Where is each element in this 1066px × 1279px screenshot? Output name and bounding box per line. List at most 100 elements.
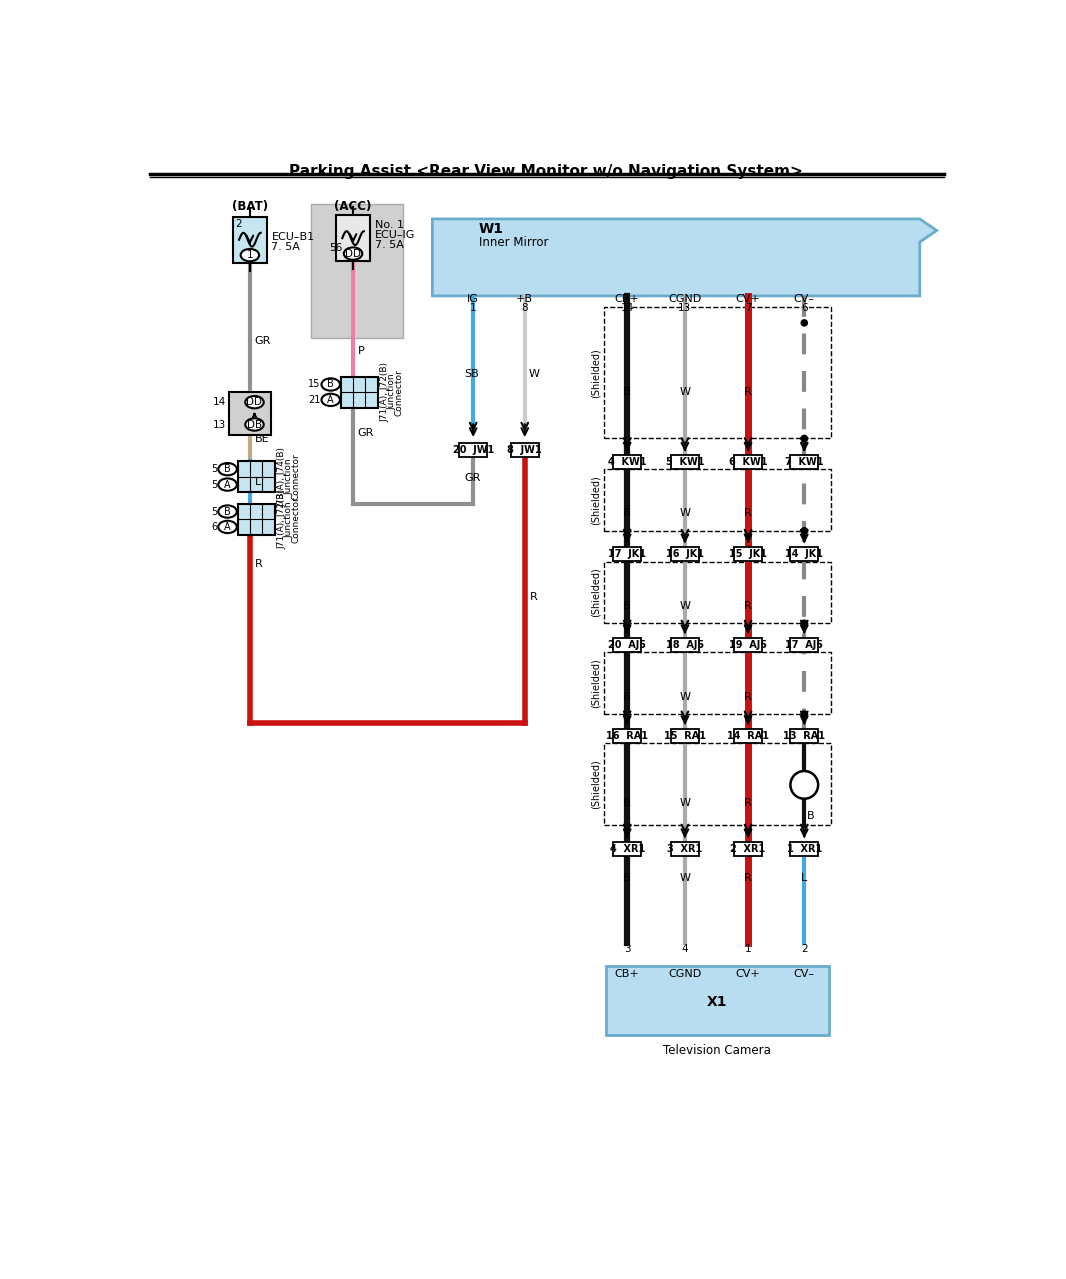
Text: 14  RA1: 14 RA1: [727, 730, 769, 741]
Bar: [672, 842, 699, 856]
Text: W: W: [679, 601, 691, 611]
Bar: [790, 455, 818, 469]
Bar: [790, 729, 818, 743]
Bar: [238, 504, 275, 535]
Text: B: B: [624, 798, 631, 808]
Text: 2  XR1: 2 XR1: [730, 844, 765, 854]
Text: Television Camera: Television Camera: [663, 1045, 771, 1058]
Text: 3: 3: [624, 944, 630, 954]
Text: BE: BE: [255, 435, 269, 444]
Text: Connector: Connector: [291, 496, 301, 542]
Text: 56: 56: [329, 243, 342, 253]
Text: (Shielded): (Shielded): [591, 568, 600, 618]
Text: 4  KW1: 4 KW1: [608, 458, 646, 467]
Text: J71(A), J72(B): J71(A), J72(B): [381, 362, 390, 422]
Text: (Shielded): (Shielded): [591, 348, 600, 398]
Circle shape: [802, 320, 807, 326]
Text: L: L: [802, 874, 807, 883]
Text: W1: W1: [479, 221, 503, 235]
Text: CGND: CGND: [668, 294, 701, 303]
Text: Inner Mirror: Inner Mirror: [479, 235, 548, 249]
Text: IG: IG: [467, 294, 479, 303]
Text: (BAT): (BAT): [231, 200, 268, 212]
Text: W: W: [679, 874, 691, 883]
Text: 5  KW1: 5 KW1: [665, 458, 705, 467]
Ellipse shape: [344, 247, 362, 260]
Ellipse shape: [219, 505, 237, 518]
Text: 19  AJ5: 19 AJ5: [729, 640, 768, 650]
Text: R: R: [744, 692, 752, 702]
Text: 17  AJ5: 17 AJ5: [786, 640, 823, 650]
Text: R: R: [530, 592, 537, 602]
Bar: [734, 455, 762, 469]
Text: A: A: [224, 480, 231, 490]
Text: B: B: [807, 811, 815, 821]
Text: CV–: CV–: [794, 294, 814, 303]
Text: 16  RA1: 16 RA1: [607, 730, 648, 741]
Bar: [229, 393, 271, 435]
Text: (Shielded): (Shielded): [591, 475, 600, 524]
Text: CGND: CGND: [668, 968, 701, 978]
Polygon shape: [433, 219, 937, 295]
Bar: [604, 561, 831, 623]
Bar: [613, 455, 641, 469]
Text: CB+: CB+: [615, 294, 640, 303]
Bar: [336, 215, 370, 261]
Bar: [672, 455, 699, 469]
Bar: [613, 638, 641, 652]
Text: Connector: Connector: [394, 368, 404, 416]
Text: 2: 2: [236, 220, 242, 229]
Bar: [613, 842, 641, 856]
Text: SB: SB: [464, 368, 479, 379]
Bar: [604, 652, 831, 714]
Text: 20  JW1: 20 JW1: [453, 445, 494, 455]
Bar: [238, 462, 275, 492]
Ellipse shape: [219, 463, 237, 476]
Text: 13: 13: [678, 303, 692, 313]
Text: GR: GR: [255, 336, 271, 347]
Bar: [605, 966, 829, 1035]
Bar: [734, 729, 762, 743]
Text: A: A: [224, 522, 231, 532]
Text: W: W: [679, 388, 691, 398]
Text: Junction: Junction: [285, 501, 293, 537]
Bar: [613, 547, 641, 560]
Text: 5: 5: [211, 464, 217, 475]
Text: B: B: [624, 601, 631, 611]
Text: No. 1: No. 1: [374, 220, 404, 230]
Text: (ACC): (ACC): [335, 200, 372, 212]
Text: 15  RA1: 15 RA1: [664, 730, 706, 741]
Text: 14  JK1: 14 JK1: [786, 549, 823, 559]
Text: GR: GR: [358, 428, 374, 439]
Text: W: W: [679, 798, 691, 808]
Text: 8  JW1: 8 JW1: [507, 445, 543, 455]
Text: 3  XR1: 3 XR1: [667, 844, 702, 854]
Text: ECU–IG: ECU–IG: [374, 230, 415, 240]
Text: (Shielded): (Shielded): [591, 758, 600, 808]
Circle shape: [802, 528, 807, 533]
Ellipse shape: [219, 521, 237, 533]
Text: L: L: [255, 477, 261, 486]
Text: CV+: CV+: [736, 968, 760, 978]
Text: ECU–B1: ECU–B1: [272, 231, 314, 242]
Text: 16  JK1: 16 JK1: [666, 549, 704, 559]
Bar: [790, 842, 818, 856]
Text: W: W: [679, 692, 691, 702]
Ellipse shape: [322, 394, 340, 405]
Text: +B: +B: [516, 294, 533, 303]
Text: 7  KW1: 7 KW1: [785, 458, 824, 467]
Text: Junction: Junction: [285, 459, 293, 495]
Text: Parking Assist <Rear View Monitor w/o Navigation System>: Parking Assist <Rear View Monitor w/o Na…: [290, 164, 803, 179]
Text: 2: 2: [801, 944, 808, 954]
Text: 15: 15: [308, 380, 321, 390]
Text: 21: 21: [308, 395, 321, 405]
Text: R: R: [744, 798, 752, 808]
Circle shape: [802, 711, 807, 718]
Text: 6  KW1: 6 KW1: [729, 458, 768, 467]
Bar: [233, 216, 266, 262]
Text: CV+: CV+: [736, 294, 760, 303]
Text: DB: DB: [247, 420, 262, 430]
Text: R: R: [255, 559, 262, 569]
Text: DD: DD: [345, 248, 361, 258]
Text: 14: 14: [620, 303, 634, 313]
